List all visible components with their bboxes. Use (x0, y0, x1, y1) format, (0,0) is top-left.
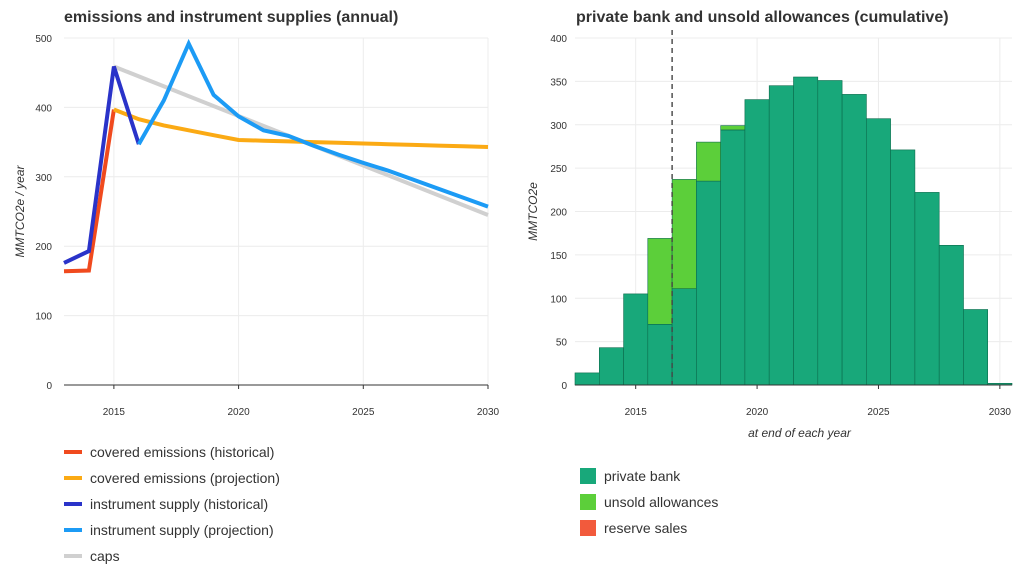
x-tick-label: 2015 (625, 407, 648, 418)
legend-item-instrument-supply-historical: instrument supply (historical) (64, 491, 280, 517)
legend-swatch (64, 528, 82, 532)
bar-private-bank-2029 (963, 309, 989, 386)
bar-private-bank-2020 (744, 99, 770, 386)
y-tick-label: 350 (550, 77, 567, 88)
x-tick-label: 2020 (227, 407, 250, 418)
bar-private-bank-2022 (793, 76, 819, 386)
bar-private-bank-2027 (914, 192, 940, 386)
bar-unsold-allowances-2018 (696, 141, 722, 182)
right-chart-legend: private bank unsold allowances reserve sal… (580, 463, 718, 541)
x-tick-label: 2015 (103, 407, 126, 418)
x-tick-label: 2025 (867, 407, 890, 418)
legend-label: instrument supply (historical) (90, 496, 269, 512)
legend-label: unsold allowances (604, 494, 719, 510)
left-chart-legend: covered emissions (historical) covered em… (64, 439, 280, 569)
y-tick-label: 500 (35, 34, 52, 45)
y-axis-label: MMTCO2e (526, 182, 540, 241)
legend-item-covered-emissions-historical: covered emissions (historical) (64, 439, 280, 465)
right-chart-title: private bank and unsold allowances (cumu… (576, 9, 949, 26)
legend-label: covered emissions (historical) (90, 444, 275, 460)
legend-item-covered-emissions-projection: covered emissions (projection) (64, 465, 280, 491)
x-tick-label: 2025 (352, 407, 375, 418)
y-tick-label: 50 (556, 338, 568, 349)
bar-private-bank-2017 (671, 288, 697, 386)
x-tick-label: 2020 (746, 407, 769, 418)
y-tick-label: 150 (550, 251, 567, 262)
bar-private-bank-2024 (841, 94, 867, 386)
legend-item-private-bank: private bank (580, 463, 718, 489)
y-tick-label: 200 (550, 208, 567, 219)
left-chart: 0 100 200 300 400 500 2015 2020 2025 2030 MMTCO2e … (13, 34, 500, 418)
y-tick-label: 100 (35, 312, 52, 323)
legend-swatch (64, 476, 82, 480)
legend-swatch (64, 554, 82, 558)
y-tick-label: 250 (550, 164, 567, 175)
legend-item-reserve-sales: reserve sales (580, 515, 718, 541)
y-tick-label: 0 (561, 381, 567, 392)
legend-label: private bank (604, 468, 681, 484)
y-axis-label: MMTCO2e / year (13, 164, 27, 257)
bar-private-bank-2018 (696, 180, 722, 386)
x-tick-label: 2030 (477, 407, 500, 418)
bar-private-bank-2019 (720, 129, 746, 386)
legend-item-instrument-supply-projection: instrument supply (projection) (64, 517, 280, 543)
bar-unsold-allowances-2019 (720, 125, 746, 131)
y-tick-label: 400 (550, 34, 567, 45)
bar-private-bank-2025 (865, 118, 891, 386)
series-line-instrument-supply-historical (63, 65, 141, 265)
legend-swatch (580, 494, 596, 510)
legend-swatch (64, 450, 82, 454)
y-tick-label: 400 (35, 103, 52, 114)
bar-unsold-allowances-2017 (671, 179, 697, 289)
legend-label: instrument supply (projection) (90, 522, 274, 538)
legend-item-unsold-allowances: unsold allowances (580, 489, 718, 515)
legend-swatch (580, 520, 596, 536)
legend-swatch (580, 468, 596, 484)
bar-private-bank-2021 (768, 85, 794, 386)
legend-label: covered emissions (projection) (90, 470, 280, 486)
series-line-instrument-supply-projection (137, 38, 489, 209)
bar-private-bank-2023 (817, 80, 843, 386)
bar-private-bank-2028 (938, 245, 964, 386)
right-chart: 0 50 100 150 200 250 300 350 400 2015 2020 2025 2030… (526, 30, 1013, 440)
legend-item-caps: caps (64, 543, 280, 569)
bar-private-bank-2026 (890, 149, 916, 386)
legend-swatch (64, 502, 82, 506)
series-line-covered-emissions-historical (63, 109, 116, 274)
x-axis-label: at end of each year (748, 426, 852, 440)
y-tick-label: 300 (550, 121, 567, 132)
left-chart-title: emissions and instrument supplies (annua… (64, 9, 399, 26)
x-tick-label: 2030 (989, 407, 1012, 418)
legend-label: caps (90, 548, 120, 564)
bar-private-bank-2013 (574, 372, 600, 386)
legend-label: reserve sales (604, 520, 688, 536)
y-tick-label: 200 (35, 242, 52, 253)
y-tick-label: 100 (550, 294, 567, 305)
y-tick-label: 300 (35, 173, 52, 184)
y-tick-label: 0 (46, 381, 52, 392)
bar-private-bank-2014 (598, 347, 624, 386)
bar-unsold-allowances-2016 (647, 238, 673, 325)
bar-private-bank-2016 (647, 323, 673, 386)
bar-private-bank-2015 (623, 293, 649, 386)
